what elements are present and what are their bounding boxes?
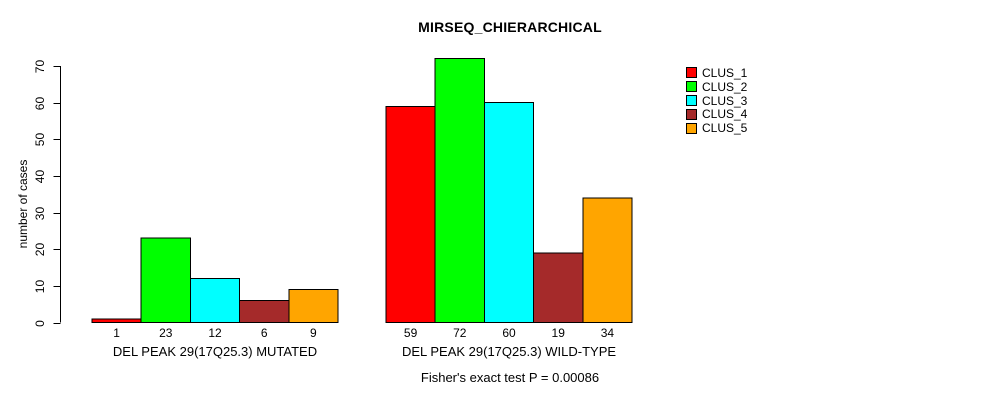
- legend-swatch-clus_5: [686, 122, 697, 134]
- bar-clus_1-group1: [91, 318, 142, 324]
- bar-value-label: 12: [208, 326, 222, 340]
- y-axis-tick-label: 10: [33, 280, 47, 294]
- bar-value-label: 9: [310, 326, 317, 340]
- bar-value-label: 60: [502, 326, 516, 340]
- bar-clus_1-group2: [385, 105, 436, 323]
- chart-title: MIRSEQ_CHIERARCHICAL: [418, 19, 602, 35]
- x-group-label-wild-type: DEL PEAK 29(17Q25.3) WILD-TYPE: [401, 344, 617, 359]
- legend-swatch-clus_2: [686, 81, 697, 93]
- fisher-test-annotation: Fisher's exact test P = 0.00086: [420, 370, 600, 385]
- y-axis-tick-label: 30: [33, 207, 47, 221]
- bar-clus_5-group1: [288, 289, 339, 323]
- legend-item-clus_3: CLUS_3: [686, 94, 747, 108]
- bar-clus_3-group2: [483, 102, 535, 324]
- x-group-label-mutated: DEL PEAK 29(17Q25.3) MUTATED: [112, 344, 318, 359]
- y-axis-tick-label: 50: [33, 133, 47, 147]
- y-axis-tick-label: 40: [33, 170, 47, 184]
- legend-swatch-clus_4: [686, 108, 697, 120]
- legend: CLUS_1 CLUS_2 CLUS_3 CLUS_4 CLUS_5: [686, 66, 747, 135]
- bar-clus_4-group1: [239, 300, 290, 323]
- bar-clus_4-group2: [533, 252, 584, 323]
- bar-value-label: 19: [552, 326, 566, 340]
- legend-item-clus_2: CLUS_2: [686, 80, 747, 94]
- y-axis-tick-label: 60: [33, 97, 47, 111]
- bar-value-label: 6: [261, 326, 268, 340]
- y-axis-tick-label: 0: [33, 320, 47, 327]
- legend-item-clus_5: CLUS_5: [686, 121, 747, 135]
- bar-value-label: 34: [601, 326, 615, 340]
- legend-label: CLUS_4: [702, 107, 748, 122]
- y-axis-tick-label: 70: [33, 60, 47, 74]
- legend-label: CLUS_3: [702, 93, 748, 108]
- legend-label: CLUS_5: [702, 121, 748, 136]
- legend-label: CLUS_1: [702, 65, 748, 80]
- legend-item-clus_4: CLUS_4: [686, 107, 747, 121]
- bar-value-label: 59: [404, 326, 418, 340]
- legend-item-clus_1: CLUS_1: [686, 66, 747, 80]
- legend-swatch-clus_3: [686, 94, 697, 106]
- bar-value-label: 23: [159, 326, 173, 340]
- bar-clus_2-group2: [434, 58, 485, 324]
- legend-label: CLUS_2: [702, 79, 748, 94]
- legend-swatch-clus_1: [686, 67, 697, 79]
- y-axis-tick-label: 20: [33, 243, 47, 257]
- bar-clus_2-group1: [140, 237, 191, 324]
- bar-clus_3-group1: [189, 278, 241, 323]
- bar-clus_5-group2: [582, 197, 633, 324]
- bar-value-label: 72: [453, 326, 467, 340]
- bar-value-label: 1: [113, 326, 120, 340]
